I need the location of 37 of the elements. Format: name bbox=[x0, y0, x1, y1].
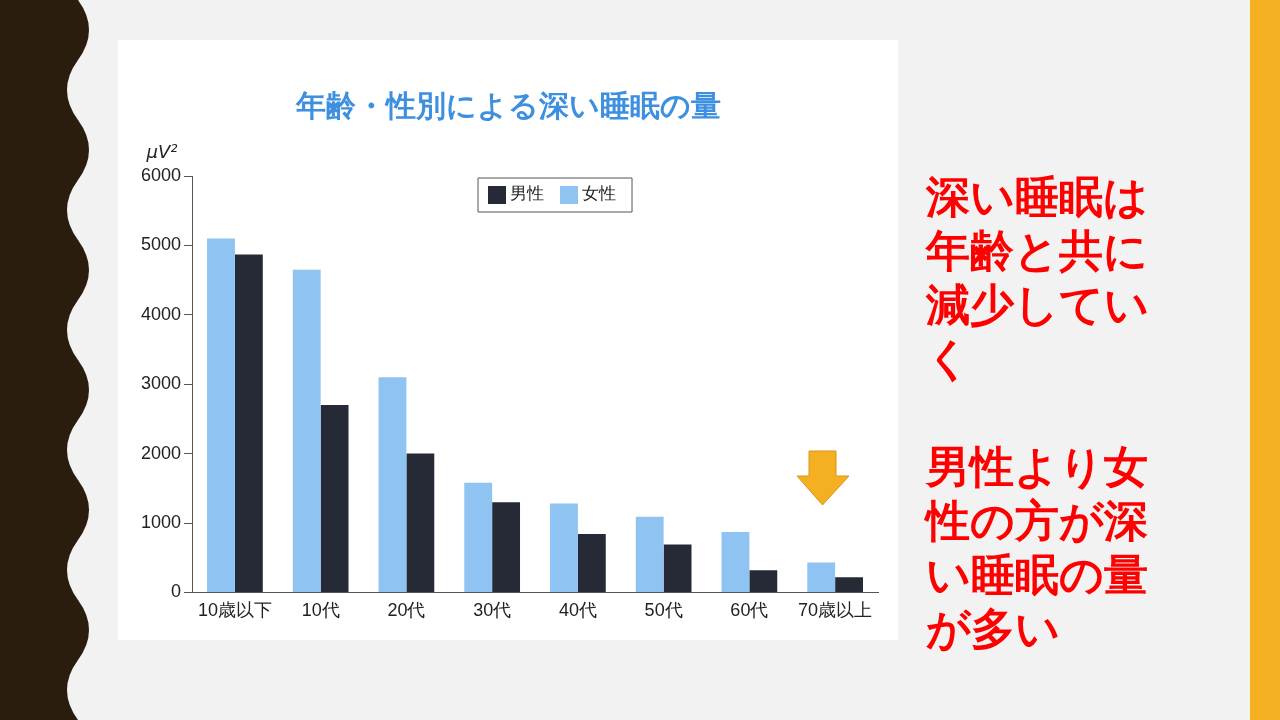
x-tick-label: 10代 bbox=[301, 600, 340, 621]
bar bbox=[807, 562, 836, 592]
y-axis-title: μV² bbox=[145, 140, 178, 162]
y-tick-label: 2000 bbox=[141, 442, 182, 463]
legend-label: 男性 bbox=[510, 183, 545, 204]
x-tick-label: 60代 bbox=[730, 600, 769, 621]
bar bbox=[207, 238, 235, 592]
bar bbox=[550, 503, 578, 592]
chart-title: 年齢・性別による深い睡眠の量 bbox=[294, 87, 721, 123]
legend-label: 女性 bbox=[582, 183, 617, 204]
bar bbox=[234, 254, 263, 592]
bar bbox=[406, 453, 435, 592]
y-tick-label: 4000 bbox=[141, 303, 182, 324]
bar bbox=[663, 544, 692, 592]
x-tick-label: 30代 bbox=[473, 600, 512, 621]
x-tick-label: 50代 bbox=[644, 600, 683, 621]
text: 深い睡眠は年齢と共に減少していく bbox=[926, 170, 1150, 386]
x-tick-label: 10歳以下 bbox=[197, 600, 272, 621]
bar bbox=[749, 570, 778, 592]
y-tick-label: 0 bbox=[171, 581, 182, 602]
bar bbox=[721, 532, 750, 592]
y-tick-label: 3000 bbox=[141, 373, 182, 394]
y-tick-label: 6000 bbox=[141, 164, 182, 185]
bar bbox=[292, 269, 321, 592]
bar bbox=[635, 516, 664, 592]
bar bbox=[320, 405, 349, 592]
x-tick-label: 20代 bbox=[387, 600, 426, 621]
bar bbox=[577, 534, 606, 592]
x-tick-label: 70歳以上 bbox=[798, 600, 873, 621]
bar bbox=[378, 377, 407, 592]
bar bbox=[492, 502, 521, 592]
bar bbox=[464, 482, 493, 592]
x-tick-label: 40代 bbox=[558, 600, 597, 621]
y-tick-label: 1000 bbox=[141, 511, 182, 532]
text: 男性より女性の方が深い睡眠の量が多い bbox=[926, 440, 1149, 656]
bar bbox=[835, 577, 863, 592]
y-tick-label: 5000 bbox=[141, 234, 182, 255]
